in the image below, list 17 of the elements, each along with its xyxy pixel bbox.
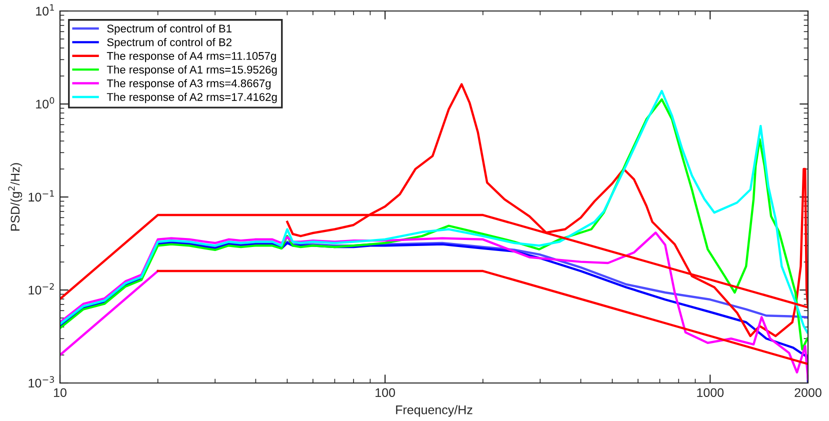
- legend-label: The response of A1 rms=15.9526g: [106, 65, 277, 76]
- y-tick-label: 10$^{0}$: [36, 97, 54, 109]
- legend-label: The response of A2 rms=17.4162g: [106, 92, 277, 104]
- x-tick-label: 10: [54, 388, 66, 398]
- x-tick-label: 100: [376, 388, 396, 398]
- legend-label: Spectrum of control of B2: [107, 38, 232, 48]
- x-axis-title: Frequency/Hz: [396, 405, 472, 417]
- y-tick-label: 10$^{−3}$: [28, 376, 54, 388]
- x-tick-label: 1000: [697, 388, 724, 398]
- y-tick-label: 10$^{1}$: [36, 4, 54, 16]
- y-tick-label: 10$^{−1}$: [28, 190, 54, 202]
- y-axis-title: PSD/(g$^{2}$/Hz): [8, 163, 22, 231]
- legend-label: The response of A3 rms=4.8667g: [106, 79, 271, 90]
- x-tick-label: 2000: [794, 388, 822, 398]
- y-tick-label: 10$^{−2}$: [28, 283, 54, 295]
- legend-label: Spectrum of control of B1: [107, 24, 232, 35]
- legend-label: The response of A4 rms=11.1057g: [106, 52, 276, 62]
